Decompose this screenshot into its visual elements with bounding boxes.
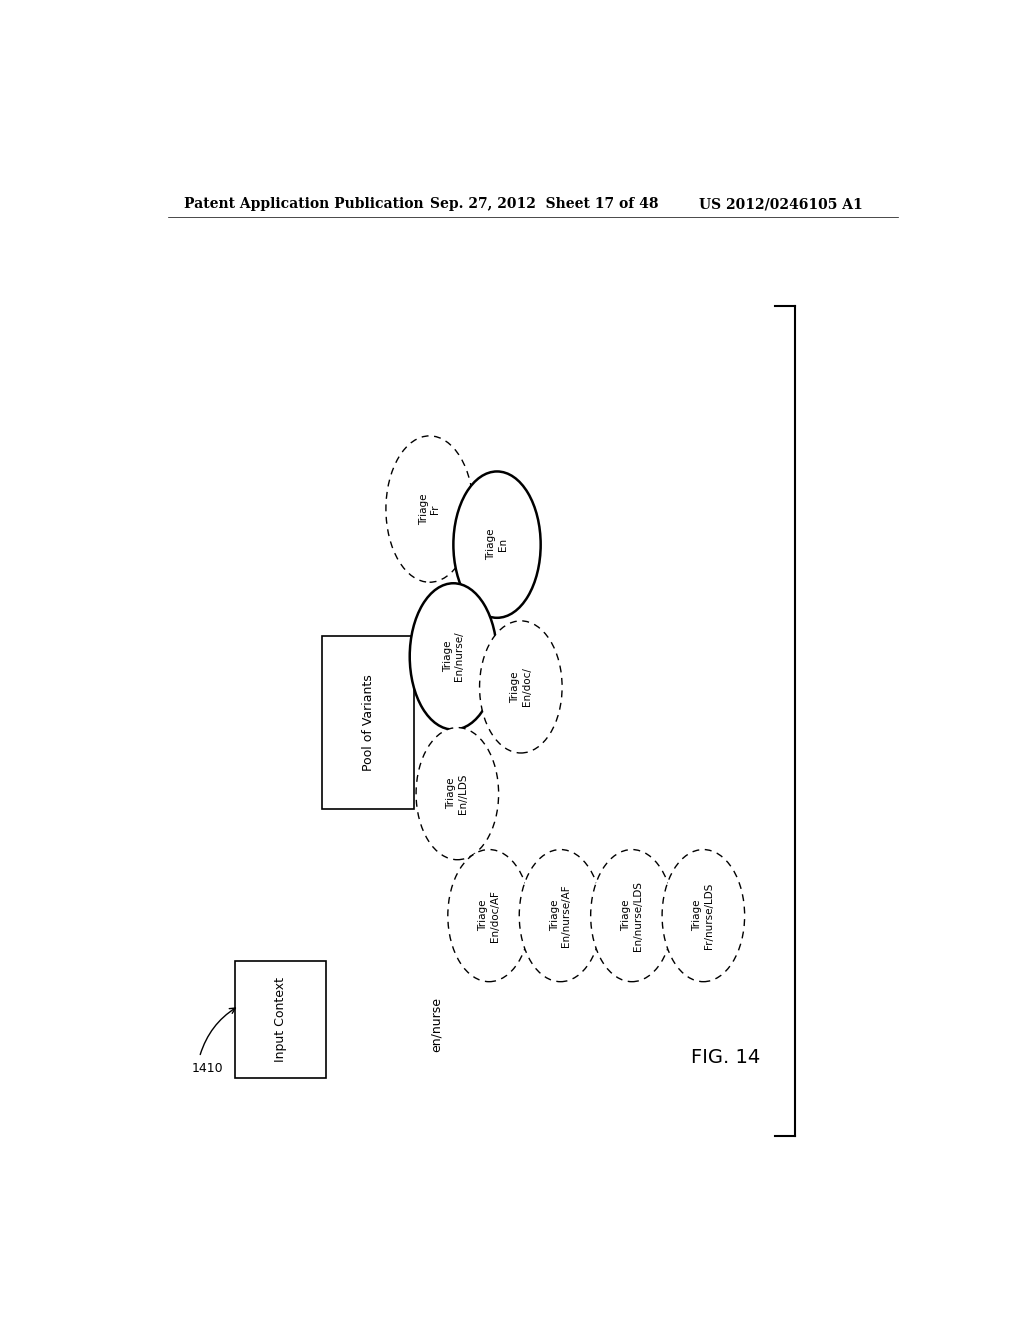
Text: Triage
En/doc/: Triage En/doc/ <box>510 668 531 706</box>
Text: en/nurse: en/nurse <box>430 997 442 1052</box>
Text: Pool of Variants: Pool of Variants <box>361 675 375 771</box>
Ellipse shape <box>663 850 744 982</box>
Text: Triage
En/nurse/AF: Triage En/nurse/AF <box>550 884 571 946</box>
Text: Triage
En: Triage En <box>486 529 508 561</box>
Ellipse shape <box>386 436 473 582</box>
Ellipse shape <box>479 620 562 752</box>
Ellipse shape <box>447 850 530 982</box>
Text: Triage
En//LDS: Triage En//LDS <box>446 774 468 814</box>
Ellipse shape <box>591 850 673 982</box>
Text: US 2012/0246105 A1: US 2012/0246105 A1 <box>699 197 863 211</box>
Text: Triage
Fr: Triage Fr <box>419 494 440 525</box>
Text: Sep. 27, 2012  Sheet 17 of 48: Sep. 27, 2012 Sheet 17 of 48 <box>430 197 658 211</box>
FancyBboxPatch shape <box>236 961 327 1078</box>
Text: Triage
En/doc/AF: Triage En/doc/AF <box>478 890 500 941</box>
Text: 1410: 1410 <box>191 1063 223 1076</box>
FancyBboxPatch shape <box>323 636 414 809</box>
Text: Patent Application Publication: Patent Application Publication <box>183 197 423 211</box>
Ellipse shape <box>519 850 602 982</box>
Text: Input Context: Input Context <box>274 977 288 1063</box>
Ellipse shape <box>454 471 541 618</box>
Ellipse shape <box>410 583 497 730</box>
Text: Triage
En/nurse/: Triage En/nurse/ <box>442 632 464 681</box>
Text: Triage
En/nurse/LDS: Triage En/nurse/LDS <box>622 880 643 950</box>
Text: FIG. 14: FIG. 14 <box>691 1048 761 1068</box>
Text: Triage
Fr/nurse/LDS: Triage Fr/nurse/LDS <box>692 883 714 949</box>
Ellipse shape <box>416 727 499 859</box>
